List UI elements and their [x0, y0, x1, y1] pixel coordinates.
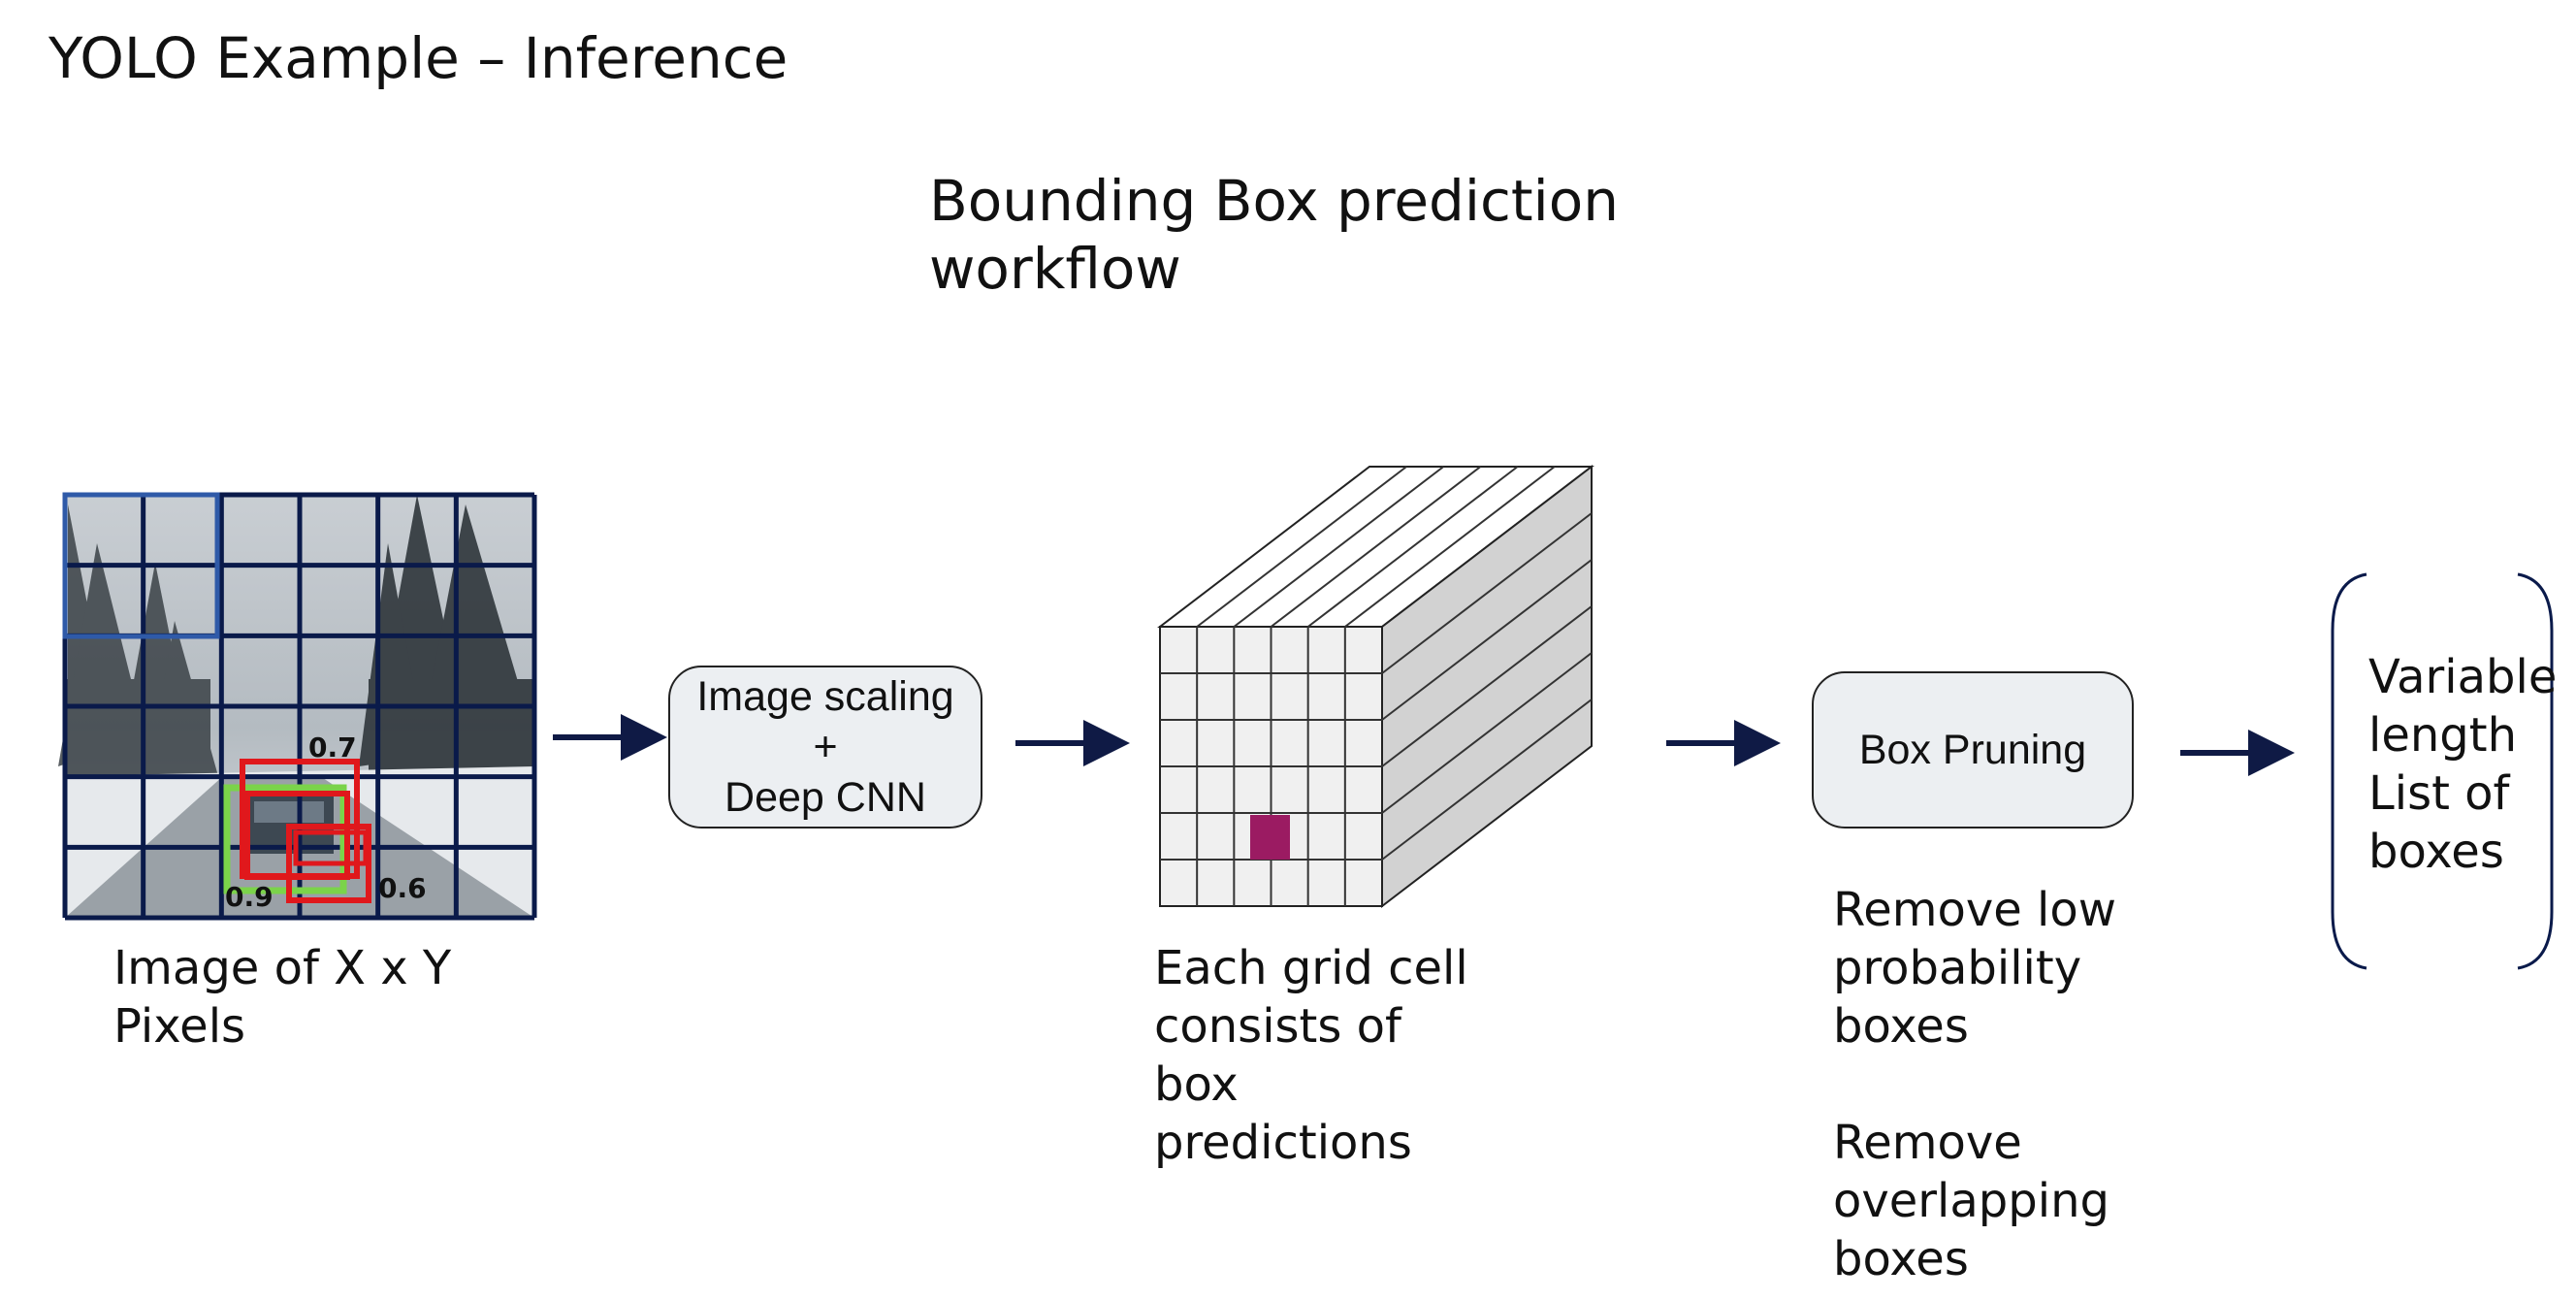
diagram-title-line: Bounding Box prediction [929, 168, 1619, 234]
cube-grid-line [1344, 466, 1556, 628]
cube-grid-line [1381, 699, 1593, 861]
caption-line: Pixels [113, 999, 246, 1054]
forest-left [58, 504, 218, 786]
caption-line: boxes [1833, 1232, 1969, 1286]
caption-line: boxes [1833, 999, 1969, 1054]
pruning-caption: Remove low probability boxes Remove over… [1833, 881, 2116, 1288]
caption-line: box [1154, 1057, 1239, 1112]
caption-line: Each grid cell [1154, 941, 1468, 995]
image-caption: Image of X x Y Pixels [113, 939, 451, 1056]
cube-grid-line [1307, 466, 1519, 628]
score-label: 0.7 [308, 731, 357, 764]
prediction-tensor-cube [1157, 464, 1594, 909]
caption-line [1833, 1056, 2116, 1114]
selected-grid-cell [1250, 815, 1290, 860]
cube-grid-line [1270, 466, 1482, 628]
right-bracket [2517, 572, 2554, 970]
cnn-box: Image scaling + Deep CNN [668, 666, 982, 829]
cnn-box-line: Deep CNN [724, 774, 926, 821]
score-label: 0.6 [378, 872, 427, 904]
cube-grid-line [1381, 605, 1593, 767]
caption-line: consists of [1154, 999, 1401, 1054]
detection-box-red [244, 791, 350, 880]
cube-grid-line [1381, 559, 1593, 721]
box-pruning-label: Box Pruning [1858, 727, 2087, 773]
output-list-line: List of [2368, 766, 2510, 821]
caption-line: Remove low [1833, 883, 2117, 937]
score-label: 0.9 [225, 881, 274, 913]
caption-line: Image of X x Y [113, 941, 452, 995]
page-title: YOLO Example – Inference [48, 25, 789, 91]
output-list-line: Variable [2368, 650, 2558, 704]
output-list-line: length [2368, 708, 2517, 763]
detection-box-green [223, 784, 347, 894]
cube-grid-line [1381, 512, 1593, 674]
cnn-box-line: Image scaling [696, 673, 954, 720]
caption-line: probability [1833, 941, 2082, 995]
cube-grid-line [1381, 652, 1593, 814]
left-bracket [2331, 572, 2367, 970]
detection-box-red [286, 824, 371, 903]
output-list-line: boxes [2368, 825, 2504, 879]
caption-line: Remove [1833, 1116, 2022, 1170]
cnn-box-line: + [813, 724, 838, 770]
highlighted-grid-cell [62, 492, 220, 639]
caption-line: predictions [1154, 1116, 1412, 1170]
diagram-title: Bounding Box prediction workflow [929, 167, 1619, 303]
cube-grid-line [1233, 466, 1444, 628]
output-list-label: Variable length List of boxes [2368, 648, 2557, 881]
image-grid [62, 492, 537, 921]
diagram-title-line: workflow [929, 236, 1181, 302]
box-pruning-box: Box Pruning [1812, 671, 2134, 829]
cube-grid-line [1196, 466, 1407, 628]
caption-line: overlapping [1833, 1174, 2109, 1228]
detection-box-red [293, 829, 369, 866]
input-image-panel: 0.7 0.9 0.6 [58, 492, 537, 921]
grid-caption: Each grid cell consists of box predictio… [1154, 939, 1468, 1172]
output-list-brackets [2331, 572, 2554, 970]
